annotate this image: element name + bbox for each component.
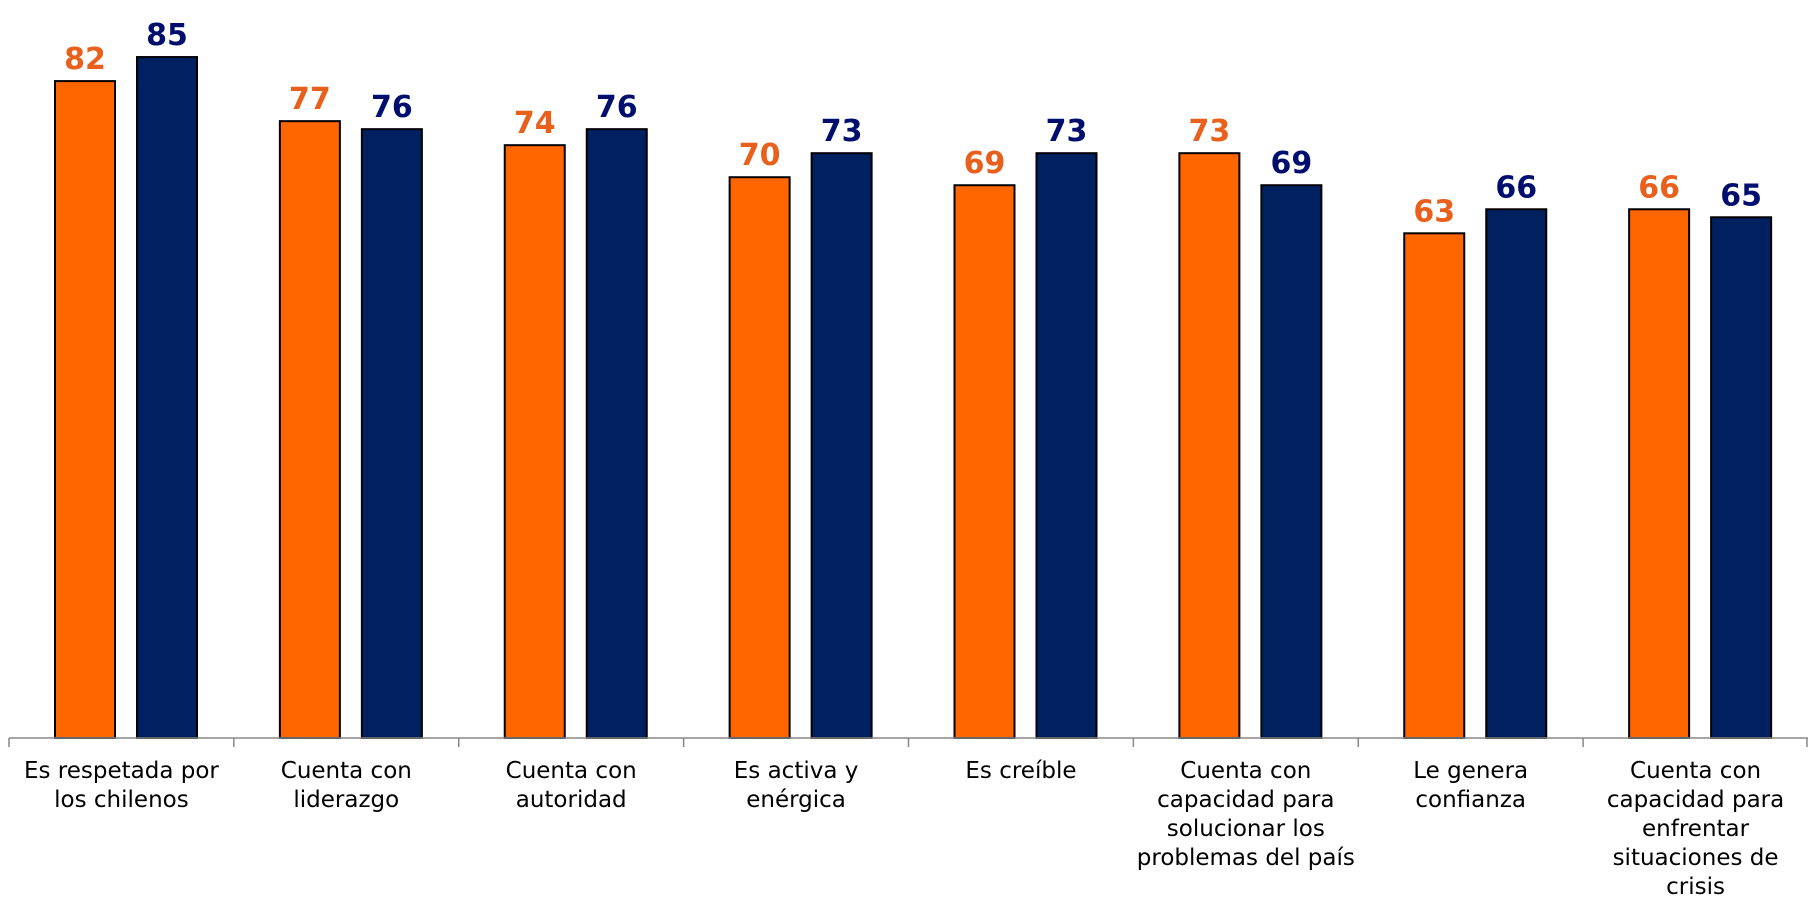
value-label: 73 xyxy=(821,114,863,149)
value-label: 66 xyxy=(1495,170,1537,205)
bar xyxy=(503,144,566,739)
value-label: 76 xyxy=(371,90,413,125)
value-label: 69 xyxy=(964,146,1006,181)
bar xyxy=(1035,152,1098,739)
value-label: 63 xyxy=(1413,194,1455,229)
value-label: 82 xyxy=(64,42,106,77)
bar xyxy=(54,80,116,740)
bar xyxy=(1178,152,1241,739)
x-tick-label: Es activa y enérgica xyxy=(733,758,859,813)
bar xyxy=(953,184,1016,739)
value-label: 74 xyxy=(514,106,556,141)
value-label: 73 xyxy=(1046,114,1088,149)
value-label: 77 xyxy=(289,82,331,117)
bar xyxy=(360,128,423,739)
x-tick-label: Cuenta con autoridad xyxy=(505,758,637,813)
x-tick-label: Cuenta con capacidad para solucionar los… xyxy=(1136,758,1355,871)
bar xyxy=(810,152,873,739)
bar xyxy=(728,176,791,739)
value-label: 65 xyxy=(1720,178,1762,213)
bar xyxy=(585,128,648,739)
bar xyxy=(278,120,341,739)
x-tick-label: Cuenta con capacidad para enfrentar situ… xyxy=(1606,758,1785,900)
x-tick-label: Cuenta con liderazgo xyxy=(280,758,412,813)
value-label: 85 xyxy=(146,18,188,53)
bar xyxy=(1485,208,1548,739)
value-label: 66 xyxy=(1638,170,1680,205)
bar xyxy=(1260,184,1323,739)
value-label: 73 xyxy=(1189,114,1231,149)
value-label: 69 xyxy=(1271,146,1313,181)
x-tick-label: Es creíble xyxy=(965,758,1077,784)
value-label: 70 xyxy=(739,138,781,173)
bar xyxy=(1710,216,1773,739)
value-label: 76 xyxy=(596,90,638,125)
x-tick-label: Es respetada por los chilenos xyxy=(23,758,219,813)
x-tick-label: Le genera confianza xyxy=(1413,758,1529,813)
bar xyxy=(1403,232,1466,740)
bar xyxy=(1628,208,1691,739)
bar xyxy=(136,56,198,740)
